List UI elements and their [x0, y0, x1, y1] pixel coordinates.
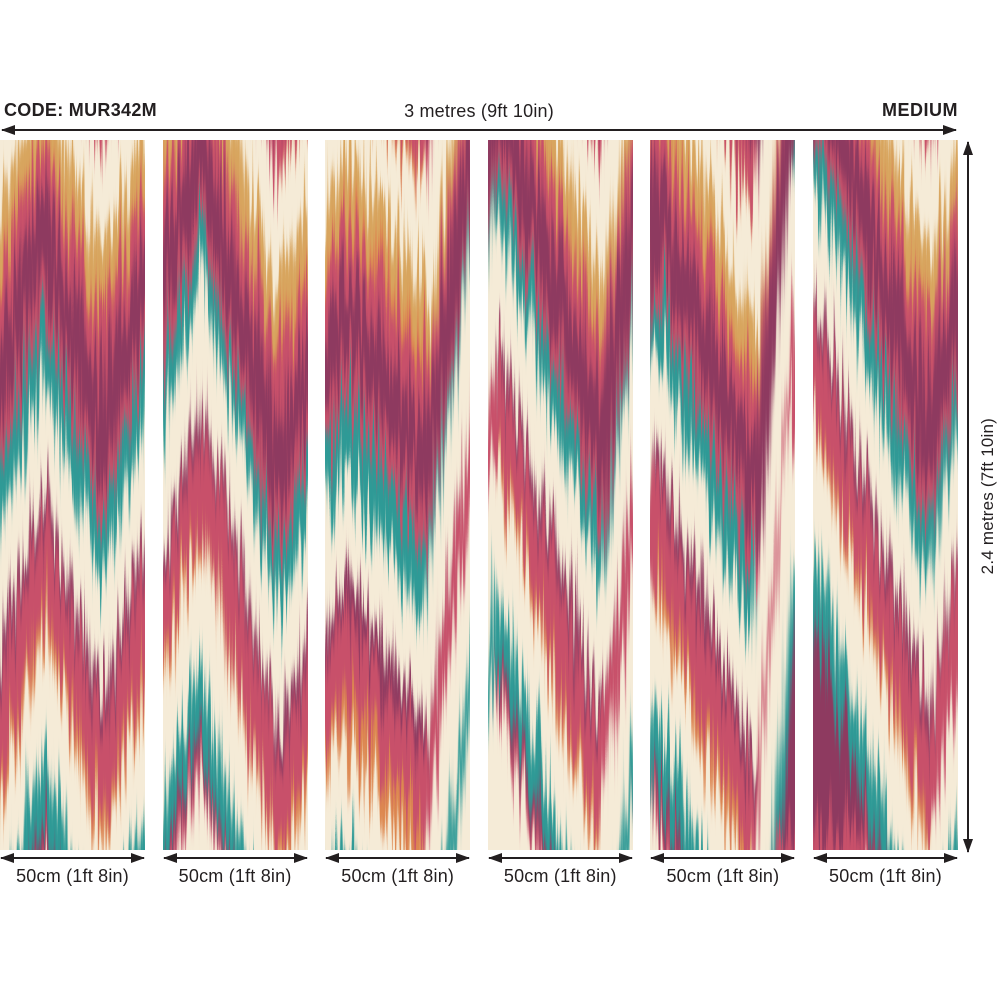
panel-width-arrow [650, 853, 796, 863]
panel-width-arrow [325, 853, 471, 863]
panel-width-label: 50cm (1ft 8in) [341, 866, 455, 886]
panel-width-arrow [487, 853, 633, 863]
panel-width-label: 50cm (1ft 8in) [829, 866, 942, 886]
product-code-label: CODE: MUR342M [4, 100, 157, 120]
panel-width-label: 50cm (1ft 8in) [666, 866, 780, 886]
panel-width-dim-2: 50cm (1ft 8in) [162, 852, 308, 887]
panel-width-arrow [812, 853, 958, 863]
panel-width-label: 50cm (1ft 8in) [178, 866, 292, 886]
panel-width-dim-1: 50cm (1ft 8in) [0, 852, 145, 887]
panel-width-dim-4: 50cm (1ft 8in) [487, 852, 633, 887]
mural-panel-3 [325, 140, 471, 850]
mural-panels-row [0, 140, 958, 850]
panel-width-arrow [0, 853, 145, 863]
total-width-arrow [1, 125, 957, 135]
mural-panel-5 [650, 140, 796, 850]
panel-width-dimensions-row: 50cm (1ft 8in) 50cm (1ft 8in) 50cm (1ft … [0, 852, 958, 887]
panel-width-arrow [162, 853, 308, 863]
height-arrow [963, 141, 973, 853]
size-badge-label: MEDIUM [882, 100, 958, 120]
mural-panel-6 [812, 140, 958, 850]
panel-width-dim-5: 50cm (1ft 8in) [650, 852, 796, 887]
panel-width-dim-6: 50cm (1ft 8in) [812, 852, 958, 887]
panel-width-label: 50cm (1ft 8in) [16, 866, 129, 886]
mural-panel-1 [0, 140, 145, 850]
height-label: 2.4 metres (7ft 10in) [978, 417, 997, 575]
mural-panel-4 [487, 140, 633, 850]
panel-width-dim-3: 50cm (1ft 8in) [325, 852, 471, 887]
total-width-label: 3 metres (9ft 10in) [404, 101, 554, 121]
panel-width-label: 50cm (1ft 8in) [503, 866, 617, 886]
mural-panel-2 [162, 140, 308, 850]
